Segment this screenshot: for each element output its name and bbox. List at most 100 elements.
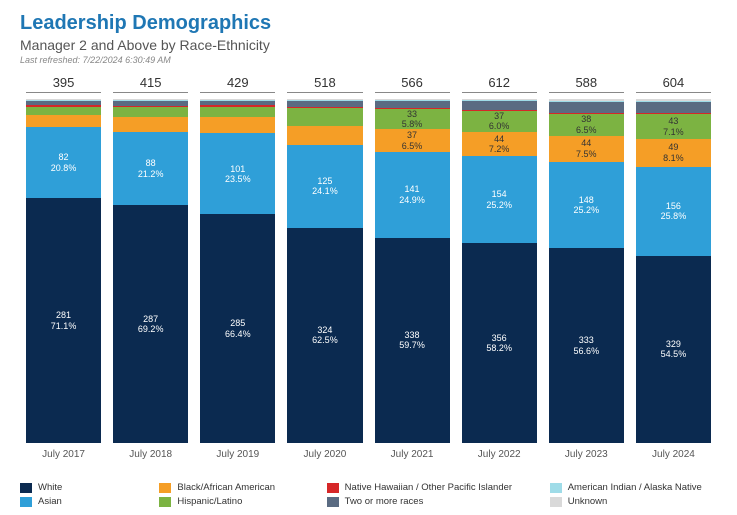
bar-segment-asian: 8821.2% bbox=[113, 132, 188, 205]
bar-segment-nhpi bbox=[26, 105, 101, 107]
bar-total-label: 429 bbox=[227, 75, 249, 90]
segment-count: 141 bbox=[375, 184, 450, 194]
bar-segment-unknown bbox=[549, 99, 624, 101]
bar-segment-aian bbox=[636, 101, 711, 102]
legend-swatch bbox=[327, 497, 339, 507]
legend-swatch bbox=[20, 497, 32, 507]
bar-segment-unknown bbox=[200, 99, 275, 100]
legend-label: Hispanic/Latino bbox=[177, 496, 242, 507]
bar-segment-asian: 15625.8% bbox=[636, 167, 711, 256]
segment-percent: 7.2% bbox=[462, 144, 537, 154]
legend-swatch bbox=[327, 483, 339, 493]
segment-count: 101 bbox=[200, 164, 275, 174]
total-underline bbox=[287, 92, 362, 93]
segment-percent: 25.8% bbox=[636, 211, 711, 221]
bars-row: 39528171.1%8220.8%July 201741528769.2%88… bbox=[20, 75, 717, 460]
bar-segment-multi bbox=[26, 101, 101, 105]
bar-segment-aian bbox=[200, 100, 275, 101]
bar-segment-multi bbox=[549, 102, 624, 113]
bar-segment-black bbox=[287, 126, 362, 145]
bar-segment-nhpi bbox=[549, 113, 624, 114]
bar-segment-asian: 12524.1% bbox=[287, 145, 362, 228]
segment-count: 37 bbox=[375, 130, 450, 140]
segment-percent: 54.5% bbox=[636, 349, 711, 359]
dashboard-container: Leadership Demographics Manager 2 and Ab… bbox=[0, 0, 737, 515]
bar-segment-aian bbox=[549, 101, 624, 102]
bar-total-label: 566 bbox=[401, 75, 423, 90]
segment-count: 148 bbox=[549, 195, 624, 205]
segment-count: 156 bbox=[636, 201, 711, 211]
bar-segment-asian: 8220.8% bbox=[26, 127, 101, 198]
legend-item-aian: American Indian / Alaska Native bbox=[550, 482, 717, 493]
total-underline bbox=[375, 92, 450, 93]
bar-segment-black bbox=[200, 117, 275, 133]
bar-segment-multi bbox=[462, 101, 537, 109]
bar-segment-nhpi bbox=[287, 107, 362, 108]
bar-total-label: 518 bbox=[314, 75, 336, 90]
x-axis-label: July 2023 bbox=[565, 449, 608, 460]
bar-segment-asian: 14124.9% bbox=[375, 152, 450, 238]
segment-count: 285 bbox=[200, 318, 275, 328]
bar-column: 60432954.5%15625.8%498.1%437.1%July 2024 bbox=[630, 75, 717, 460]
segment-percent: 8.1% bbox=[636, 153, 711, 163]
legend-item-unknown: Unknown bbox=[550, 496, 717, 507]
bar-segment-unknown bbox=[26, 99, 101, 100]
page-title: Leadership Demographics bbox=[20, 12, 717, 35]
bar-segment-hispanic: 386.5% bbox=[549, 114, 624, 136]
legend-label: Asian bbox=[38, 496, 62, 507]
segment-count: 287 bbox=[113, 314, 188, 324]
x-axis-label: July 2024 bbox=[652, 449, 695, 460]
segment-count: 38 bbox=[549, 114, 624, 124]
total-underline bbox=[636, 92, 711, 93]
segment-count: 125 bbox=[287, 176, 362, 186]
segment-count: 33 bbox=[375, 109, 450, 119]
bar-segment-aian bbox=[462, 100, 537, 101]
segment-percent: 66.4% bbox=[200, 329, 275, 339]
bar-segment-nhpi bbox=[200, 105, 275, 107]
stacked-bar: 28171.1%8220.8% bbox=[26, 99, 101, 443]
bar-segment-aian bbox=[287, 100, 362, 101]
bar-segment-aian bbox=[26, 100, 101, 101]
stacked-bar: 33859.7%14124.9%376.5%335.8% bbox=[375, 99, 450, 443]
segment-percent: 6.0% bbox=[462, 121, 537, 131]
segment-count: 44 bbox=[549, 138, 624, 148]
legend-swatch bbox=[20, 483, 32, 493]
segment-count: 43 bbox=[636, 116, 711, 126]
segment-count: 37 bbox=[462, 111, 537, 121]
segment-percent: 7.1% bbox=[636, 127, 711, 137]
bar-total-label: 415 bbox=[140, 75, 162, 90]
bar-segment-unknown bbox=[462, 99, 537, 100]
segment-percent: 21.2% bbox=[113, 169, 188, 179]
bar-segment-multi bbox=[200, 101, 275, 106]
segment-percent: 71.1% bbox=[26, 321, 101, 331]
refreshed-label: Last refreshed: bbox=[20, 55, 80, 65]
legend-item-asian: Asian bbox=[20, 496, 159, 507]
bar-segment-hispanic bbox=[287, 108, 362, 126]
segment-percent: 69.2% bbox=[113, 324, 188, 334]
bar-segment-unknown bbox=[375, 99, 450, 100]
total-underline bbox=[462, 92, 537, 93]
legend-swatch bbox=[550, 483, 562, 493]
total-underline bbox=[113, 92, 188, 93]
bar-segment-nhpi bbox=[113, 106, 188, 108]
bar-segment-hispanic: 376.0% bbox=[462, 111, 537, 132]
bar-segment-nhpi bbox=[375, 108, 450, 109]
legend-item-black: Black/African American bbox=[159, 482, 326, 493]
bar-segment-unknown bbox=[113, 99, 188, 100]
total-underline bbox=[200, 92, 275, 93]
bar-segment-asian: 10123.5% bbox=[200, 133, 275, 214]
legend-label: Native Hawaiian / Other Pacific Islander bbox=[345, 482, 512, 493]
segment-count: 82 bbox=[26, 152, 101, 162]
total-underline bbox=[549, 92, 624, 93]
bar-segment-black: 447.5% bbox=[549, 136, 624, 162]
bar-total-label: 588 bbox=[575, 75, 597, 90]
segment-count: 338 bbox=[375, 330, 450, 340]
segment-percent: 7.5% bbox=[549, 149, 624, 159]
bar-segment-unknown bbox=[636, 99, 711, 101]
bar-segment-white: 35658.2% bbox=[462, 243, 537, 443]
bar-column: 42928566.4%10123.5%July 2019 bbox=[194, 75, 281, 460]
stacked-bar: 32954.5%15625.8%498.1%437.1% bbox=[636, 99, 711, 443]
bar-segment-white: 28171.1% bbox=[26, 198, 101, 443]
x-axis-label: July 2022 bbox=[478, 449, 521, 460]
bar-segment-black: 447.2% bbox=[462, 132, 537, 157]
